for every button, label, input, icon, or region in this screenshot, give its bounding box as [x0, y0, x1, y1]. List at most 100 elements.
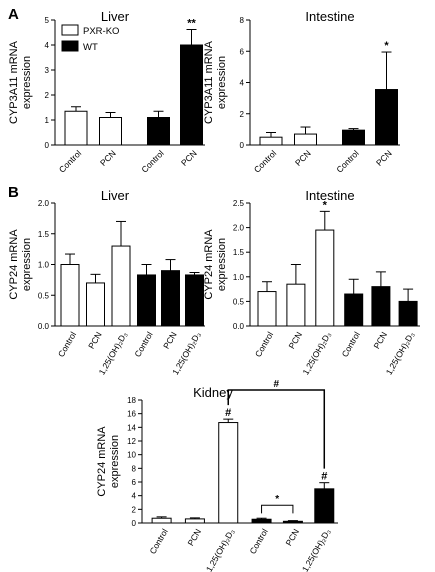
- bar: [111, 245, 131, 327]
- chart-title: Liver: [101, 188, 130, 203]
- bar: [294, 133, 317, 146]
- x-category-label: 1,25(OH)₂D₃: [300, 330, 333, 376]
- y-tick-label: 1.5: [233, 248, 245, 257]
- legend: PXR-KO WT: [61, 24, 119, 53]
- y-tick-label: 0.5: [38, 291, 50, 300]
- x-category-label: PCN: [371, 330, 389, 351]
- significance-marker: *: [323, 199, 328, 211]
- bar: [64, 110, 88, 146]
- y-tick-label: 8: [240, 16, 245, 25]
- y-axis-label: expression: [21, 56, 33, 109]
- x-category-label: Control: [147, 527, 169, 556]
- x-category-label: Control: [340, 330, 362, 359]
- significance-marker: *: [384, 40, 389, 52]
- y-tick-label: 0: [132, 519, 137, 528]
- chart-liver-cyp24: Liver CYP24 mRNA expression 0.0 0.5 1.0 1.5 2.0…: [8, 188, 205, 376]
- y-tick-label: 12: [127, 437, 136, 446]
- x-category-label: Control: [57, 148, 84, 175]
- bar: [398, 300, 418, 327]
- x-category-label: Control: [56, 330, 78, 359]
- y-tick-label: 2: [132, 505, 137, 514]
- x-category-label: Control: [132, 330, 154, 359]
- y-axis-label: CYP3A11 mRNA: [8, 40, 20, 124]
- y-tick-label: 2: [240, 110, 245, 119]
- y-tick-label: 14: [127, 423, 136, 432]
- x-category-label: PCN: [161, 330, 179, 351]
- y-tick-label: 5: [45, 16, 50, 25]
- x-category-label: 1,25(OH)₂D₃: [204, 527, 237, 572]
- bar: [286, 283, 306, 327]
- y-tick-label: 4: [45, 41, 50, 50]
- x-category-label: PCN: [98, 148, 118, 168]
- x-category-label: Control: [247, 527, 269, 556]
- y-tick-label: 10: [127, 451, 136, 460]
- legend-swatch-wt: [61, 40, 79, 52]
- bar: [344, 293, 364, 327]
- y-tick-label: 6: [132, 478, 137, 487]
- legend-label-wt: WT: [83, 42, 98, 53]
- y-tick-label: 6: [240, 47, 245, 56]
- legend-swatch-pxr-ko: [61, 24, 79, 36]
- bar: [282, 520, 303, 524]
- y-tick-label: 0.5: [233, 297, 245, 306]
- y-tick-label: 0.0: [233, 322, 245, 331]
- x-category-label: Control: [253, 330, 275, 359]
- chart-kidney-cyp24: Kidney CYP24 mRNA expression 0 2 4 6 8 10 12 14 16 1…: [96, 379, 338, 572]
- bar: [371, 286, 391, 327]
- y-tick-label: 16: [127, 410, 136, 419]
- panel-letter-b: B: [8, 184, 19, 201]
- y-tick-label: 2.5: [233, 199, 245, 208]
- bar: [184, 518, 205, 524]
- y-tick-label: 1.0: [233, 273, 245, 282]
- y-axis-label: CYP24 mRNA: [96, 426, 108, 497]
- bracket-significance-label: *: [275, 494, 279, 505]
- bar: [257, 291, 277, 327]
- y-tick-label: 1.0: [38, 261, 50, 270]
- x-category-label: PCN: [185, 527, 203, 548]
- x-category-label: PCN: [179, 148, 199, 168]
- x-category-label: PCN: [293, 148, 313, 168]
- chart-intestine-cyp24: Intestine CYP24 mRNA expression 0.0 0.5 1.0 1.…: [203, 188, 420, 376]
- x-category-label: PCN: [283, 527, 301, 548]
- y-tick-label: 2: [45, 91, 50, 100]
- bar: [315, 229, 335, 327]
- bar: [99, 117, 122, 146]
- bar: [151, 517, 172, 524]
- bar: [86, 282, 105, 327]
- y-axis-label: CYP24 mRNA: [8, 229, 20, 300]
- significance-bracket: [261, 504, 294, 514]
- y-axis-label: expression: [21, 238, 33, 291]
- y-axis-label: expression: [216, 56, 228, 109]
- significance-marker: #: [225, 407, 231, 419]
- y-tick-label: 0: [240, 141, 245, 150]
- y-tick-label: 2.0: [38, 199, 50, 208]
- bar: [180, 44, 203, 146]
- bar: [259, 136, 283, 146]
- y-tick-label: 1.5: [38, 230, 50, 239]
- bar: [314, 488, 335, 524]
- y-tick-label: 3: [45, 66, 50, 75]
- chart-title: Kidney: [193, 385, 233, 400]
- x-category-label: 1,25(OH)₂D₃: [300, 527, 333, 572]
- chart-title: Intestine: [305, 9, 354, 24]
- significance-marker: **: [187, 18, 196, 30]
- y-tick-label: 1: [45, 116, 50, 125]
- y-axis-label: expression: [109, 435, 121, 488]
- bar: [251, 518, 272, 524]
- x-category-label: Control: [252, 148, 279, 175]
- bracket-significance-label: #: [273, 379, 279, 390]
- y-tick-label: 0.0: [38, 322, 50, 331]
- bar: [60, 264, 80, 327]
- chart-intestine-cyp3a11: Intestine CYP3A11 mRNA expression 0 2 4 6 8 Cont…: [203, 9, 400, 175]
- bar: [185, 274, 204, 327]
- bar: [147, 117, 170, 146]
- x-category-label: Control: [334, 148, 361, 175]
- bar: [161, 270, 180, 327]
- x-category-label: Control: [139, 148, 166, 175]
- y-tick-label: 4: [240, 79, 245, 88]
- y-axis-label: CYP3A11 mRNA: [203, 40, 215, 124]
- y-tick-label: 8: [132, 464, 137, 473]
- x-category-label: 1,25(OH)₂D₃: [384, 330, 417, 376]
- x-category-label: PCN: [286, 330, 304, 351]
